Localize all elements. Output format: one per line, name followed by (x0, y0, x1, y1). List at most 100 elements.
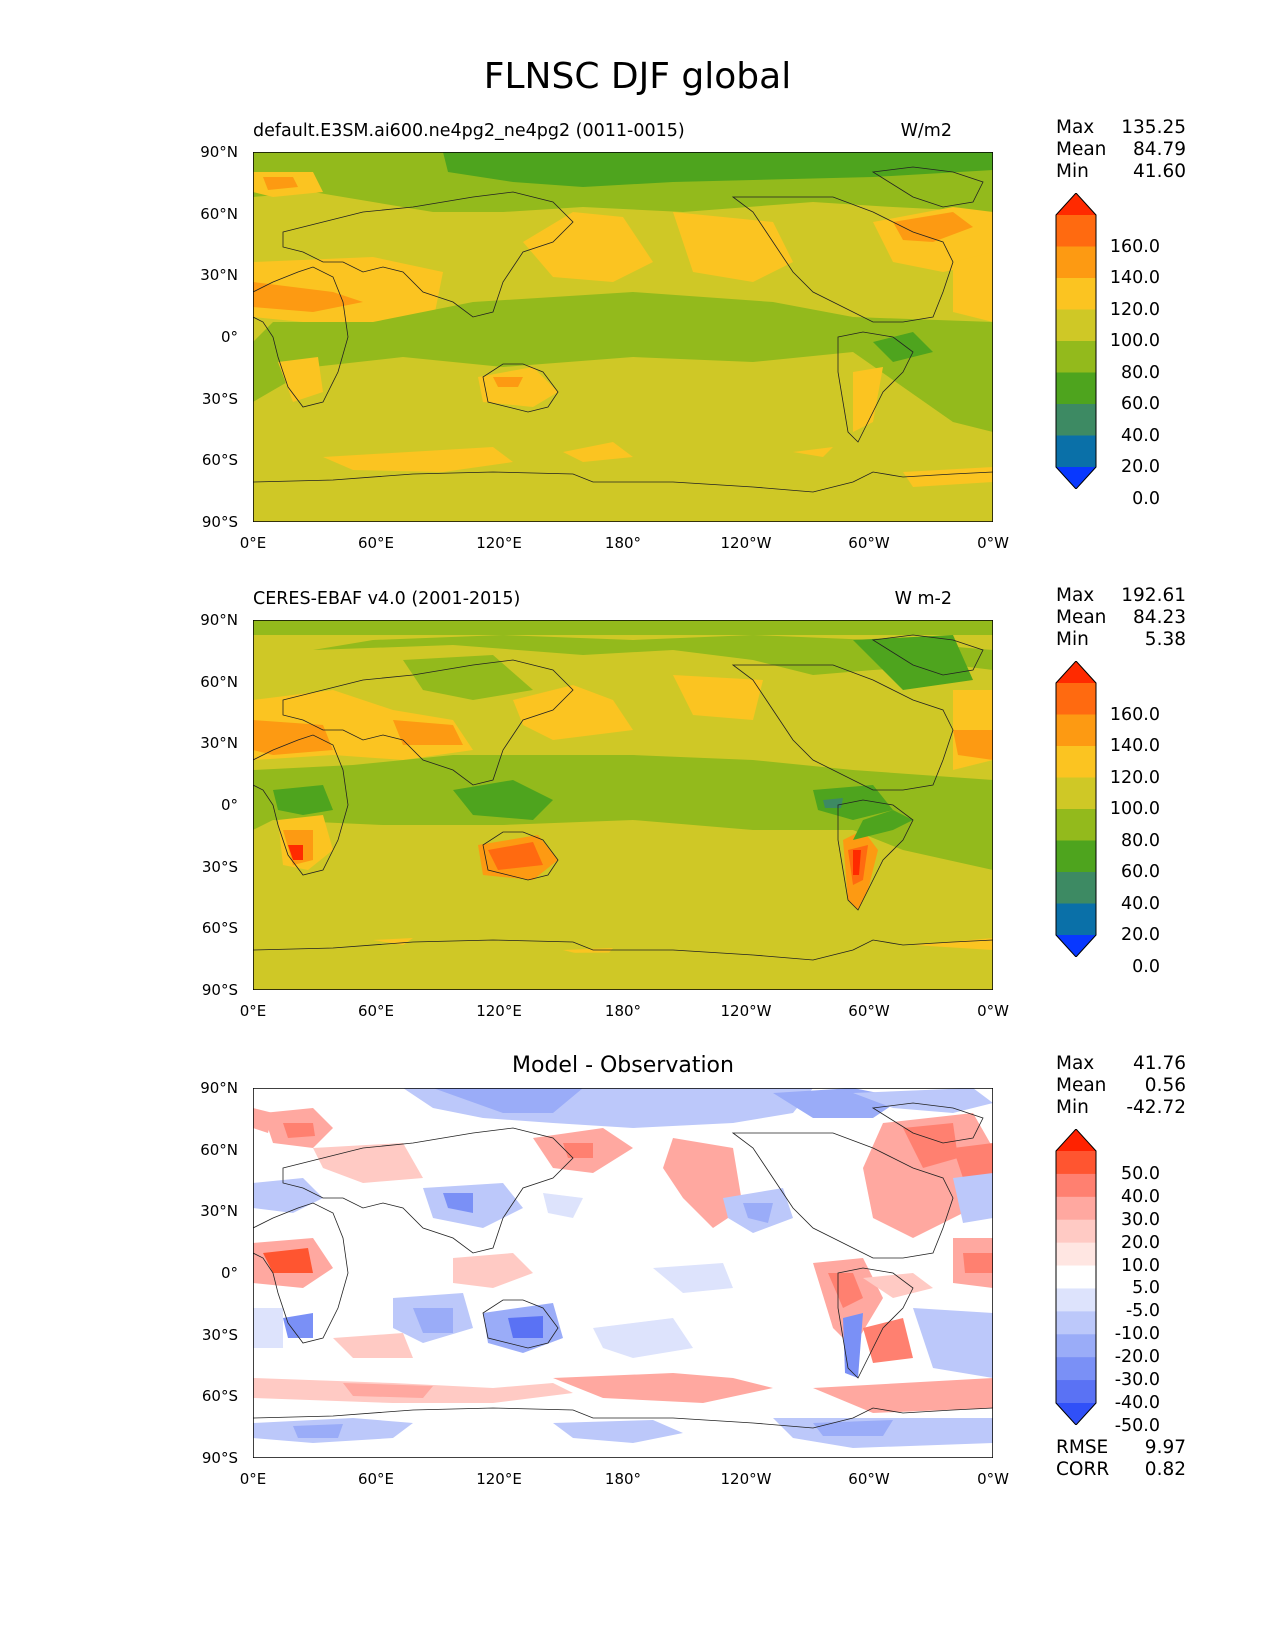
obs-map (253, 620, 993, 990)
obs-units: W m-2 (894, 589, 952, 609)
lon-tick: 60°W (848, 534, 890, 552)
corr-value: 0.82 (1144, 1459, 1186, 1480)
colorbar-segment (1056, 1151, 1096, 1175)
colorbar-outline (1055, 1129, 1097, 1425)
lat-tick: 30°S (201, 858, 238, 876)
colorbar-segment (1056, 1265, 1096, 1289)
colorbar-segment (1056, 1334, 1096, 1358)
colorbar-tick-label: 160.0 (1109, 236, 1160, 257)
colorbar-segment (1056, 1380, 1096, 1404)
colorbar-tick-label: 40.0 (1121, 893, 1160, 914)
stat-value: 0.56 (1144, 1075, 1186, 1096)
stat-label: Min (1056, 161, 1089, 182)
lat-tick: 30°N (200, 734, 238, 752)
colorbar-tick-label: 120.0 (1109, 299, 1160, 320)
stat-label: Min (1056, 1097, 1089, 1118)
colorbar-tick-label: -5.0 (1125, 1301, 1160, 1322)
lat-tick: 30°N (200, 1202, 238, 1220)
lon-tick: 120°E (476, 1470, 522, 1488)
colorbar-tick-label: 80.0 (1121, 362, 1160, 383)
colorbar-extend-min (1056, 935, 1096, 957)
colorbar-segment (1056, 1219, 1096, 1244)
diff-stats: Max 41.76 Mean 0.56 Min -42.72 (1056, 1053, 1186, 1119)
colorbar-tick-label: 140.0 (1109, 736, 1160, 756)
lon-tick: 0°E (239, 1470, 267, 1488)
lat-tick: 0° (220, 328, 238, 346)
colorbar-segment (1056, 372, 1096, 405)
lat-tick: 30°N (200, 266, 238, 284)
lon-tick: 60°E (357, 1470, 395, 1488)
colorbar-extend-min (1056, 467, 1096, 489)
colorbar-outline (1055, 661, 1097, 957)
colorbar-tick-label: 40.0 (1121, 425, 1160, 446)
model-stats: Max 135.25 Mean 84.79 Min 41.60 (1056, 117, 1186, 183)
lat-tick: 90°N (200, 1079, 238, 1097)
diff-extra-stats: RMSE 9.97 CORR 0.82 (1056, 1437, 1186, 1481)
colorbar-tick-label: -50.0 (1114, 1415, 1160, 1436)
lat-tick: 60°S (201, 919, 238, 937)
lon-tick: 120°E (476, 534, 522, 552)
corr-label: CORR (1056, 1459, 1110, 1480)
obs-stats: Max 192.61 Mean 84.23 Min 5.38 (1056, 585, 1186, 651)
colorbar-segment (1056, 683, 1096, 715)
lat-tick: 90°N (200, 143, 238, 161)
lat-tick: 60°N (200, 673, 238, 691)
colorbar-segment (1056, 1288, 1096, 1312)
lat-tick: 90°N (200, 611, 238, 629)
colorbar-tick-label: 100.0 (1109, 799, 1160, 819)
colorbar-tick-label: -10.0 (1114, 1324, 1160, 1345)
colorbar-extend-min (1056, 1403, 1096, 1425)
colorbar-tick-label: 80.0 (1121, 830, 1160, 851)
obs-panel: CERES-EBAF v4.0 (2001-2015) W m-2 (0, 0, 1275, 609)
colorbar-segment (1056, 714, 1096, 747)
figure-title: FLNSC DJF global (483, 56, 792, 97)
lon-tick: 60°E (357, 1002, 395, 1020)
lat-tick: 90°S (201, 1449, 238, 1467)
colorbar-segment (1056, 1242, 1096, 1267)
colorbar-segment (1056, 1357, 1096, 1381)
colorbar-tick-label: 20.0 (1121, 925, 1160, 945)
lon-tick: 60°W (848, 1002, 890, 1020)
colorbar-tick-label: 0.0 (1132, 956, 1160, 977)
colorbar-outline (1055, 193, 1097, 489)
colorbar-segment (1056, 1311, 1096, 1335)
colorbar-tick-label: 100.0 (1109, 331, 1160, 351)
lon-tick: 60°W (848, 1470, 890, 1488)
diff-map (253, 1088, 993, 1458)
colorbar-tick-label: 20.0 (1121, 457, 1160, 477)
lat-tick: 60°N (200, 1141, 238, 1159)
lon-tick: 0°W (977, 534, 1009, 552)
obs-subtitle: CERES-EBAF v4.0 (2001-2015) (253, 589, 521, 609)
colorbar-tick-label: -20.0 (1114, 1347, 1160, 1368)
model-subtitle: default.E3SM.ai600.ne4pg2_ne4pg2 (0011-0… (253, 121, 685, 141)
lon-tick: 0°E (239, 534, 267, 552)
colorbar-extend-max (1056, 1129, 1096, 1151)
lat-tick: 0° (220, 1264, 238, 1282)
colorbar-segment (1056, 404, 1096, 436)
lat-tick: 60°N (200, 205, 238, 223)
lon-tick: 180° (604, 534, 642, 552)
colorbar-segment (1056, 777, 1096, 810)
colorbar-segment (1056, 840, 1096, 873)
colorbar-segment (1056, 1173, 1096, 1198)
colorbar-extend-max (1056, 193, 1096, 215)
lon-tick: 0°E (239, 1002, 267, 1020)
colorbar-tick-label: 30.0 (1121, 1209, 1160, 1230)
stat-value: 192.61 (1121, 585, 1186, 606)
lon-tick: 120°W (720, 1470, 772, 1488)
model-map (253, 152, 993, 522)
stat-value: 41.76 (1133, 1053, 1186, 1074)
colorbar-segment (1056, 903, 1096, 936)
colorbar-tick-label: -30.0 (1114, 1370, 1160, 1391)
lon-tick: 0°W (977, 1002, 1009, 1020)
colorbar-segment (1056, 1196, 1096, 1221)
colorbar-tick-label: 50.0 (1121, 1163, 1160, 1184)
lon-tick: 0°W (977, 1470, 1009, 1488)
stat-label: Min (1056, 629, 1089, 650)
stat-label: Max (1056, 1053, 1095, 1074)
colorbar-segment (1056, 435, 1096, 468)
stat-label: Max (1056, 117, 1095, 138)
colorbar-segment (1056, 872, 1096, 904)
colorbar-segment (1056, 215, 1096, 247)
diff-colorbar (1055, 1129, 1097, 1425)
